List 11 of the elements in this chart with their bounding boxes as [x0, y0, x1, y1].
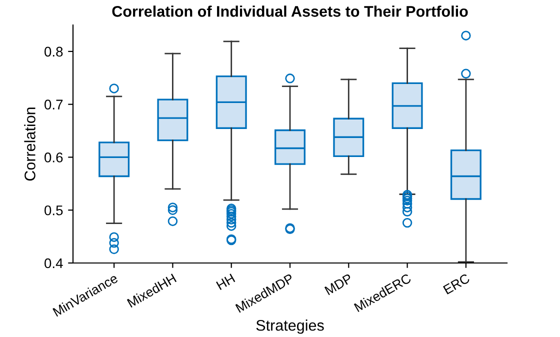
y-tick-label: 0.6 — [44, 152, 63, 162]
x-axis-title: Strategies — [256, 320, 324, 334]
x-tick-label: HH — [216, 274, 236, 290]
y-tick-label: 0.8 — [44, 46, 63, 57]
x-tick-label: ERC — [442, 273, 470, 295]
chart-title: Correlation of Individual Assets to Their Portfolio — [112, 6, 468, 17]
x-tick-label: MDP — [324, 273, 353, 296]
y-tick-label: 0.7 — [44, 100, 63, 110]
y-tick-label: 0.4 — [44, 258, 63, 268]
y-axis-title: Correlation — [24, 108, 36, 181]
y-tick-label: 0.5 — [44, 205, 63, 216]
